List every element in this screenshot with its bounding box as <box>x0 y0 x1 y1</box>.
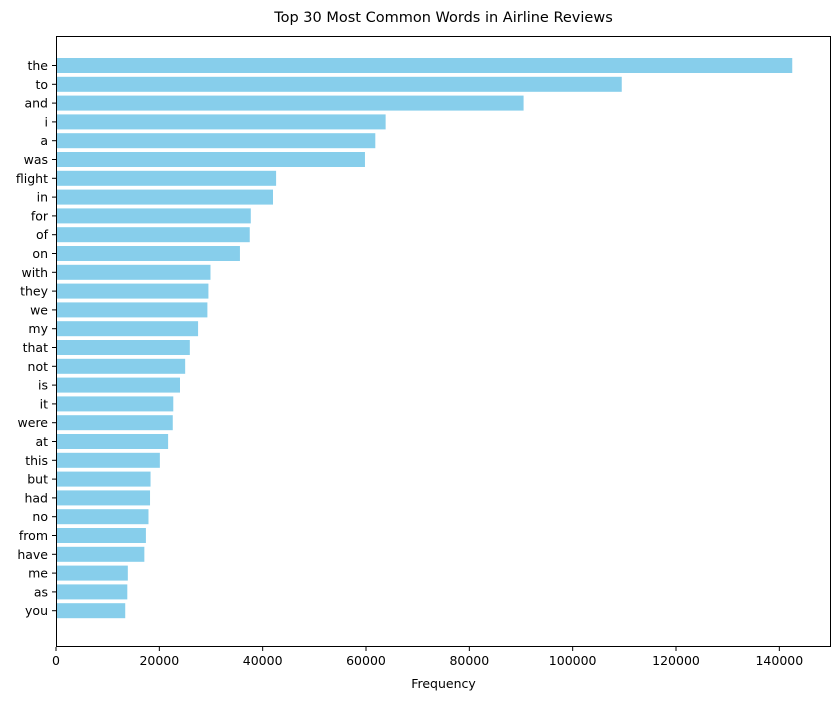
bar-at <box>56 434 169 449</box>
x-tick-label: 40000 <box>243 653 283 668</box>
bar-were <box>56 415 173 431</box>
y-tick-label: you <box>25 603 48 618</box>
y-tick-label: we <box>30 302 48 317</box>
y-tick-label: it <box>40 396 48 411</box>
bar-i <box>56 114 386 130</box>
bar-the <box>56 58 793 73</box>
y-tick-label: in <box>37 190 48 205</box>
x-axis-label: Frequency <box>411 676 476 691</box>
y-tick-label: have <box>17 547 48 562</box>
x-tick-label: 120000 <box>652 653 700 668</box>
bar-that <box>56 340 190 355</box>
x-tick-label: 60000 <box>346 653 386 668</box>
x-tick-label: 100000 <box>549 653 597 668</box>
y-tick-label: they <box>20 284 49 299</box>
bar-me <box>56 565 128 581</box>
bar-have <box>56 546 145 562</box>
y-tick-label: me <box>28 566 48 581</box>
bar-it <box>56 396 174 412</box>
y-tick-label: at <box>35 434 48 449</box>
y-tick-label: that <box>23 340 48 355</box>
y-tick-label: of <box>36 227 49 242</box>
chart-title: Top 30 Most Common Words in Airline Revi… <box>273 10 613 26</box>
y-tick-label: a <box>40 133 48 148</box>
y-tick-label: no <box>32 509 48 524</box>
bar-a <box>56 133 376 149</box>
bar-they <box>56 283 209 299</box>
y-tick-label: this <box>25 453 48 468</box>
bar-with <box>56 264 211 280</box>
bar-as <box>56 584 128 600</box>
bar-was <box>56 152 365 167</box>
bar-on <box>56 246 240 261</box>
bar-from <box>56 528 146 543</box>
bar-to <box>56 76 622 92</box>
y-tick-label: on <box>32 246 48 261</box>
bar-of <box>56 227 250 243</box>
y-tick-label: to <box>35 77 48 92</box>
bars-layer <box>56 58 793 619</box>
bar-not <box>56 358 186 374</box>
x-tick-label: 140000 <box>755 653 803 668</box>
bar-this <box>56 452 160 468</box>
y-tick-label: not <box>28 359 49 374</box>
y-tick-label: for <box>31 208 49 223</box>
bar-my <box>56 321 199 337</box>
plot-frame <box>56 36 831 647</box>
bar-you <box>56 603 126 619</box>
x-tick-label: 80000 <box>449 653 489 668</box>
y-axis-ticks: the to and ia was flight in for of on with they we my… <box>16 58 56 618</box>
bar-we <box>56 302 208 318</box>
bar-but <box>56 471 151 487</box>
bar-flight <box>56 170 277 186</box>
y-tick-label: the <box>27 58 48 73</box>
bar-for <box>56 208 251 224</box>
bar-had <box>56 490 151 506</box>
x-tick-label: 20000 <box>139 653 179 668</box>
y-tick-label: but <box>27 472 48 487</box>
y-tick-label: my <box>28 321 48 336</box>
x-axis-ticks: 0 20000 40000 60000 80000 100000 120000 140000 <box>52 647 803 668</box>
y-tick-label: is <box>38 378 48 393</box>
bar-no <box>56 509 149 525</box>
y-tick-label: with <box>21 265 48 280</box>
y-tick-label: from <box>19 528 48 543</box>
bar-and <box>56 95 524 111</box>
y-tick-label: were <box>18 415 49 430</box>
y-tick-label: had <box>24 490 48 505</box>
x-tick-label: 0 <box>52 653 60 668</box>
y-tick-label: i <box>45 114 48 129</box>
y-tick-label: as <box>34 584 48 599</box>
bar-is <box>56 377 180 393</box>
y-tick-label: and <box>24 96 48 111</box>
bar-in <box>56 189 273 205</box>
y-tick-label: flight <box>16 171 48 186</box>
y-tick-label: was <box>24 152 48 167</box>
